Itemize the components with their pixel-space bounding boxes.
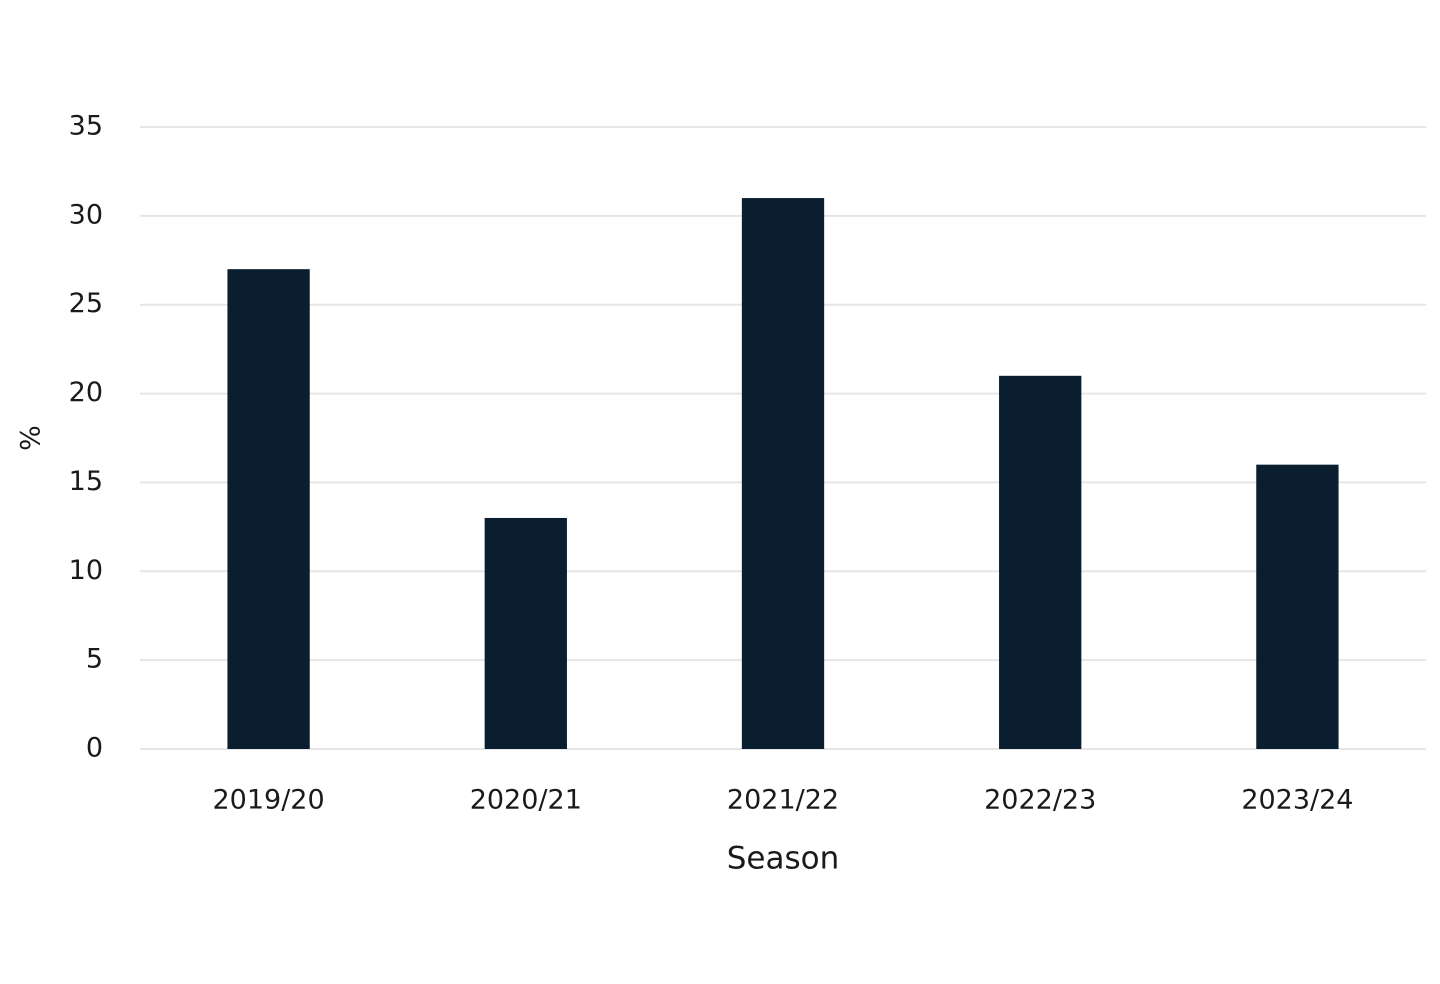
bar bbox=[227, 269, 310, 749]
x-tick-label: 2023/24 bbox=[1241, 785, 1353, 816]
y-tick-label: 5 bbox=[86, 644, 103, 675]
x-tick-label: 2019/20 bbox=[213, 785, 325, 816]
y-tick-label: 0 bbox=[86, 733, 103, 764]
y-tick-label: 25 bbox=[69, 288, 103, 319]
y-tick-label: 15 bbox=[69, 466, 103, 497]
y-tick-label: 10 bbox=[69, 555, 103, 586]
x-axis-label: Season bbox=[727, 841, 840, 877]
bar bbox=[484, 517, 567, 749]
y-tick-label: 30 bbox=[69, 199, 103, 230]
x-tick-label: 2021/22 bbox=[727, 785, 839, 816]
y-tick-label: 35 bbox=[69, 111, 103, 142]
bar bbox=[999, 375, 1082, 749]
x-tick-label: 2020/21 bbox=[470, 785, 582, 816]
y-axis-label: % bbox=[16, 425, 47, 451]
bar bbox=[741, 198, 825, 750]
y-tick-label: 20 bbox=[69, 377, 103, 408]
bar bbox=[1256, 464, 1339, 749]
x-tick-label: 2022/23 bbox=[984, 785, 1096, 816]
